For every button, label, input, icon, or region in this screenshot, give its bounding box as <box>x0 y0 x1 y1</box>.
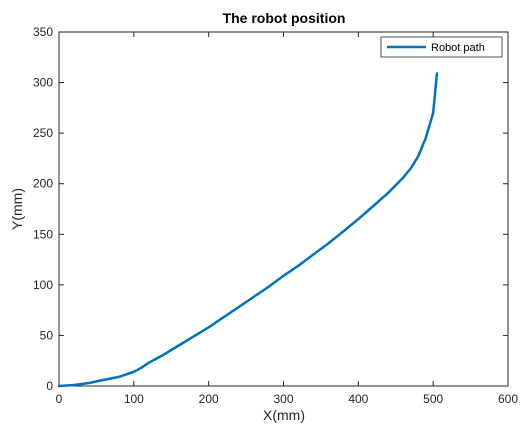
x-tick-label: 100 <box>124 392 144 406</box>
y-tick-label: 300 <box>33 76 53 90</box>
x-tick-label: 0 <box>56 392 63 406</box>
plot-area: 0 100 200 300 400 500 600 0 50 100 150 200 250 300 350… <box>33 25 518 406</box>
x-tick-label: 300 <box>273 392 293 406</box>
legend-box <box>380 36 503 58</box>
y-tick-label: 100 <box>33 278 53 292</box>
legend: Robot path <box>380 36 503 58</box>
y-axis-label: Y(mm) <box>9 188 25 230</box>
legend-label: Robot path <box>431 42 485 54</box>
x-tick-label: 600 <box>498 392 518 406</box>
x-tick-label: 400 <box>348 392 368 406</box>
y-tick-label: 200 <box>33 177 53 191</box>
y-tick-label: 350 <box>33 25 53 39</box>
plot-frame <box>58 31 509 387</box>
y-tick-label: 50 <box>40 328 54 342</box>
series-line-robot-path <box>57 72 439 388</box>
x-tick-label: 200 <box>199 392 219 406</box>
y-tick-label: 150 <box>33 227 53 241</box>
chart-title: The robot position <box>223 10 346 26</box>
x-tick-label: 500 <box>423 392 443 406</box>
y-tick-label: 250 <box>33 126 53 140</box>
y-tick-label: 0 <box>46 379 53 393</box>
x-axis-label: X(mm) <box>263 407 305 423</box>
